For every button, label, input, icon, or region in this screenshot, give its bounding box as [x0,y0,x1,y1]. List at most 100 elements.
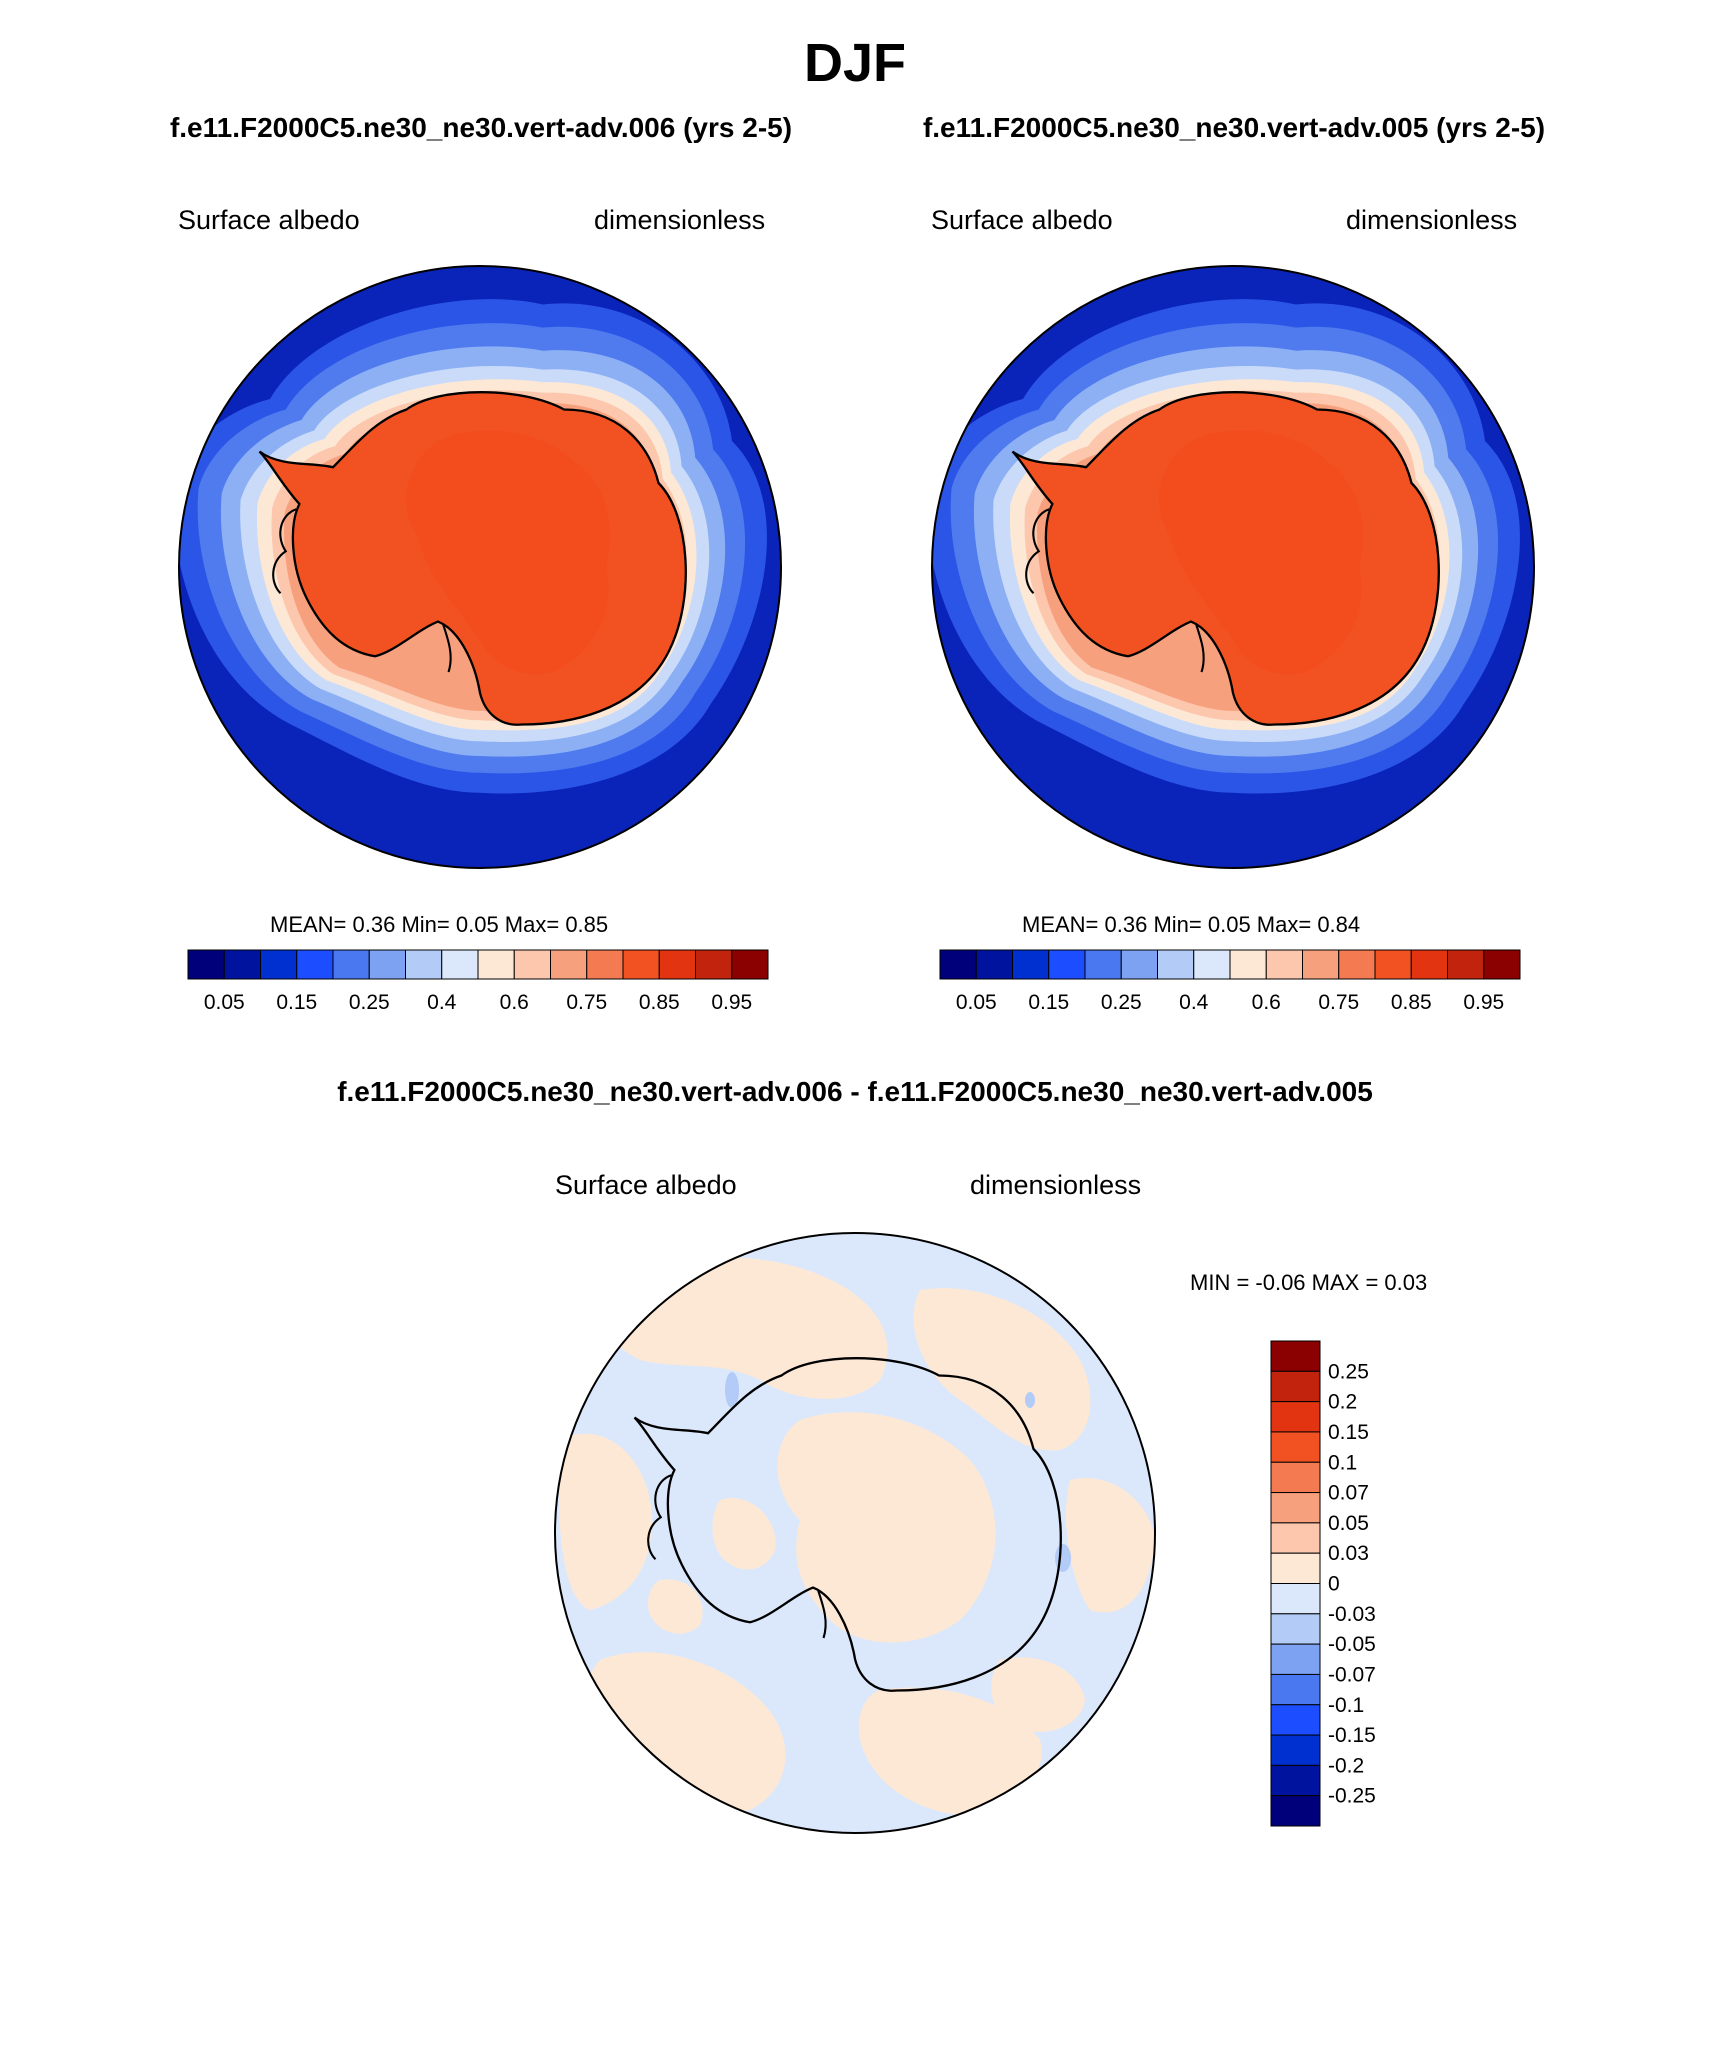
map-panel-a [178,265,782,869]
colorbar-b-tick-label: 0.75 [1318,991,1359,1014]
colorbar-diff-tick-label: 0.05 [1328,1512,1369,1535]
colorbar-diff-tick-label: 0.1 [1328,1451,1357,1474]
colorbar-diff-tick-label: -0.25 [1328,1785,1376,1808]
colorbar-diff-swatch [1270,1704,1321,1736]
colorbar-a-swatch [513,949,551,980]
colorbar-b-swatch [1084,949,1122,980]
colorbar-b-swatch [1012,949,1050,980]
colorbar-b-swatch [1157,949,1195,980]
map-panel-b [931,265,1535,869]
colorbar-diff: 0.25 0.2 0.15 0.1 0.07 0.05 0.03 0 -0.03 -0.05 -0.… [1270,1340,1376,1827]
panel-b-units: dimensionless [1346,205,1518,235]
colorbar-b-swatch [1410,949,1448,980]
panel-diff-variable: Surface albedo [555,1170,737,1200]
colorbar-b-tick-label: 0.25 [1101,991,1142,1014]
colorbar-diff-tick-label: 0.25 [1328,1360,1369,1383]
colorbar-a-tick-label: 0.05 [204,991,245,1014]
map-border-diff [554,1232,1156,1834]
colorbar-a-tick-label: 0.15 [276,991,317,1014]
colorbar-diff-tick-label: -0.03 [1328,1603,1376,1626]
colorbar-b-swatch [1120,949,1158,980]
colorbar-diff-swatch [1270,1431,1321,1463]
colorbar-a-swatch [731,949,769,980]
colorbar-a: 0.05 0.15 0.25 0.4 0.6 0.75 0.85 0.95 [187,949,769,1014]
colorbar-diff-swatch [1270,1552,1321,1584]
panel-a-units: dimensionless [594,205,766,235]
panel-diff-stats: MIN = -0.06 MAX = 0.03 [1190,1270,1428,1295]
map-panel-diff [554,1232,1156,1834]
colorbar-diff-tick-label: 0.15 [1328,1421,1369,1444]
panel-b-variable: Surface albedo [931,205,1113,235]
colorbar-a-swatch [477,949,515,980]
colorbar-a-tick-label: 0.75 [566,991,607,1014]
panel-b-stats: MEAN= 0.36 Min= 0.05 Max= 0.84 [1022,912,1361,937]
colorbar-diff-swatch [1270,1401,1321,1433]
panel-diff-units: dimensionless [970,1170,1142,1200]
colorbar-diff-tick-label: -0.1 [1328,1694,1364,1717]
colorbar-diff-swatch [1270,1461,1321,1494]
colorbar-a-swatch [223,949,261,980]
colorbar-b-swatch [1447,949,1485,980]
colorbar-diff-swatch [1270,1583,1321,1615]
colorbar-a-swatch [550,949,588,980]
colorbar-diff-swatch [1270,1673,1321,1706]
colorbar-b-swatch [1338,949,1376,980]
colorbar-diff-tick-label: -0.15 [1328,1724,1376,1747]
colorbar-a-swatch [187,949,225,980]
colorbar-a-tick-label: 0.85 [639,991,680,1014]
diff-label: f.e11.F2000C5.ne30_ne30.vert-adv.006 - f… [337,1076,1373,1107]
colorbar-b-swatch [1483,949,1521,980]
colorbar-diff-swatch [1270,1795,1321,1827]
colorbar-a-tick-label: 0.95 [711,991,752,1014]
colorbar-a-swatch [441,949,479,980]
colorbar-b-tick-label: 0.15 [1028,991,1069,1014]
colorbar-diff-tick-label: 0 [1328,1573,1340,1596]
colorbar-diff-swatch [1270,1734,1321,1766]
run-a-label: f.e11.F2000C5.ne30_ne30.vert-adv.006 (yr… [169,112,793,143]
panel-a-variable: Surface albedo [178,205,360,235]
colorbar-a-tick-label: 0.25 [349,991,390,1014]
colorbar-diff-tick-label: -0.2 [1328,1754,1364,1777]
panel-a-stats: MEAN= 0.36 Min= 0.05 Max= 0.85 [270,912,609,937]
season-title: DJF [803,33,907,93]
colorbar-b-tick-label: 0.6 [1252,991,1281,1014]
colorbar-diff-swatch [1270,1643,1321,1675]
colorbar-diff-swatch [1270,1522,1321,1554]
map-border-a [178,265,782,869]
colorbar-b-swatch [1265,949,1303,980]
colorbar-b-swatch [975,949,1013,980]
colorbar-b-swatch [1374,949,1412,980]
colorbar-a-swatch [622,949,660,980]
colorbar-a-swatch [586,949,624,980]
colorbar-a-swatch [658,949,696,980]
colorbar-b-tick-label: 0.05 [956,991,997,1014]
colorbar-a-tick-label: 0.4 [427,991,457,1014]
colorbar-a-swatch [332,949,370,980]
colorbar-b-tick-label: 0.4 [1179,991,1209,1014]
colorbar-diff-tick-label: 0.2 [1328,1391,1357,1414]
colorbar-a-swatch [405,949,443,980]
colorbar-b-tick-label: 0.85 [1391,991,1432,1014]
colorbar-b-swatch [1302,949,1340,980]
colorbar-diff-swatch [1270,1764,1321,1797]
colorbar-diff-tick-label: 0.07 [1328,1482,1369,1505]
colorbar-b: 0.05 0.15 0.25 0.4 0.6 0.75 0.85 0.95 [939,949,1521,1014]
colorbar-diff-tick-label: -0.05 [1328,1633,1376,1656]
colorbar-diff-swatch [1270,1613,1321,1645]
colorbar-b-swatch [1229,949,1267,980]
colorbar-a-swatch [695,949,733,980]
colorbar-b-swatch [939,949,977,980]
map-border-b [931,265,1535,869]
run-b-label: f.e11.F2000C5.ne30_ne30.vert-adv.005 (yr… [922,112,1546,143]
colorbar-b-swatch [1048,949,1086,980]
colorbar-a-swatch [296,949,334,980]
colorbar-b-swatch [1193,949,1231,980]
colorbar-a-tick-label: 0.6 [500,991,529,1014]
colorbar-diff-swatch [1270,1492,1321,1524]
colorbar-diff-tick-label: 0.03 [1328,1542,1369,1565]
colorbar-diff-swatch [1270,1340,1321,1372]
colorbar-a-swatch [260,949,298,980]
colorbar-b-tick-label: 0.95 [1463,991,1504,1014]
colorbar-diff-swatch [1270,1370,1321,1403]
